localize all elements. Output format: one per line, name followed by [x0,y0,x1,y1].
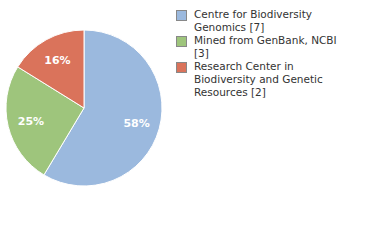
legend-item: Research Center in Biodiversity and Gene… [174,60,350,99]
legend-swatch [176,36,187,47]
legend-swatch [176,10,187,21]
slice [18,30,84,108]
legend-item: Mined from GenBank, NCBI [3] [174,34,350,60]
slice-labels: 58% 25% 16% [18,54,150,129]
legend-swatch [176,62,187,73]
chart: 58% 25% 16% Centre for Biodiversity Genomi… [0,0,380,240]
legend-label: Centre for Biodiversity Genomics [7] [194,8,312,33]
data-label: 58% [123,117,149,130]
legend-item: Centre for Biodiversity Genomics [7] [174,8,350,34]
legend-label: Mined from GenBank, NCBI [3] [194,34,337,59]
legend-label: Research Center in Biodiversity and Gene… [194,60,323,98]
slices [6,30,162,186]
data-label: 16% [44,54,70,67]
legend: Centre for Biodiversity Genomics [7]Mine… [174,8,350,99]
data-label: 25% [18,115,44,128]
